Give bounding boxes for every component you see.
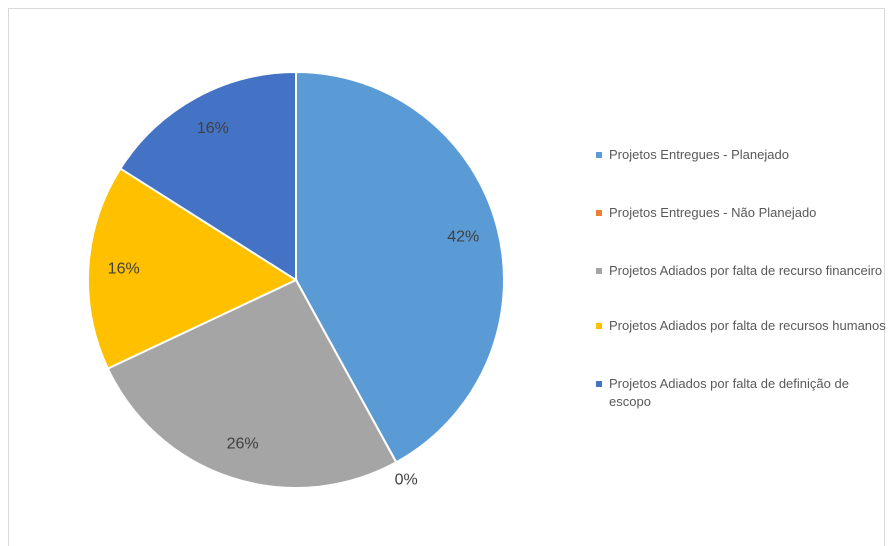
pie-slice [106, 278, 398, 489]
legend-swatch [596, 268, 602, 274]
legend-swatch [596, 381, 602, 387]
data-label: 26% [227, 435, 259, 452]
legend-swatch [596, 210, 602, 216]
pie-slice [87, 167, 299, 370]
legend-label: Projetos Entregues - Não Planejado [609, 205, 817, 220]
chart-frame [8, 8, 885, 546]
data-label: 16% [108, 260, 140, 277]
legend-item: Projetos Adiados por falta de recursos h… [596, 317, 886, 335]
data-label: 42% [447, 228, 479, 245]
legend-item: Projetos Adiados por falta de recurso fi… [596, 262, 882, 280]
legend-item: Projetos Adiados por falta de definição … [596, 375, 886, 411]
legend-label: Projetos Adiados por falta de recurso fi… [609, 263, 883, 278]
legend-label: Projetos Adiados por falta de recursos h… [609, 318, 886, 333]
data-label: 16% [197, 120, 229, 137]
legend-item: Projetos Entregues - Planejado [596, 146, 789, 164]
legend-label: Projetos Entregues - Planejado [609, 147, 789, 162]
pie-slice [295, 70, 505, 464]
legend-swatch [596, 152, 602, 158]
pie-slice [118, 70, 297, 282]
data-label: 0% [395, 472, 418, 489]
legend-item: Projetos Entregues - Não Planejado [596, 204, 816, 222]
legend-swatch [596, 323, 602, 329]
legend-label: Projetos Adiados por falta de definição … [609, 376, 849, 409]
